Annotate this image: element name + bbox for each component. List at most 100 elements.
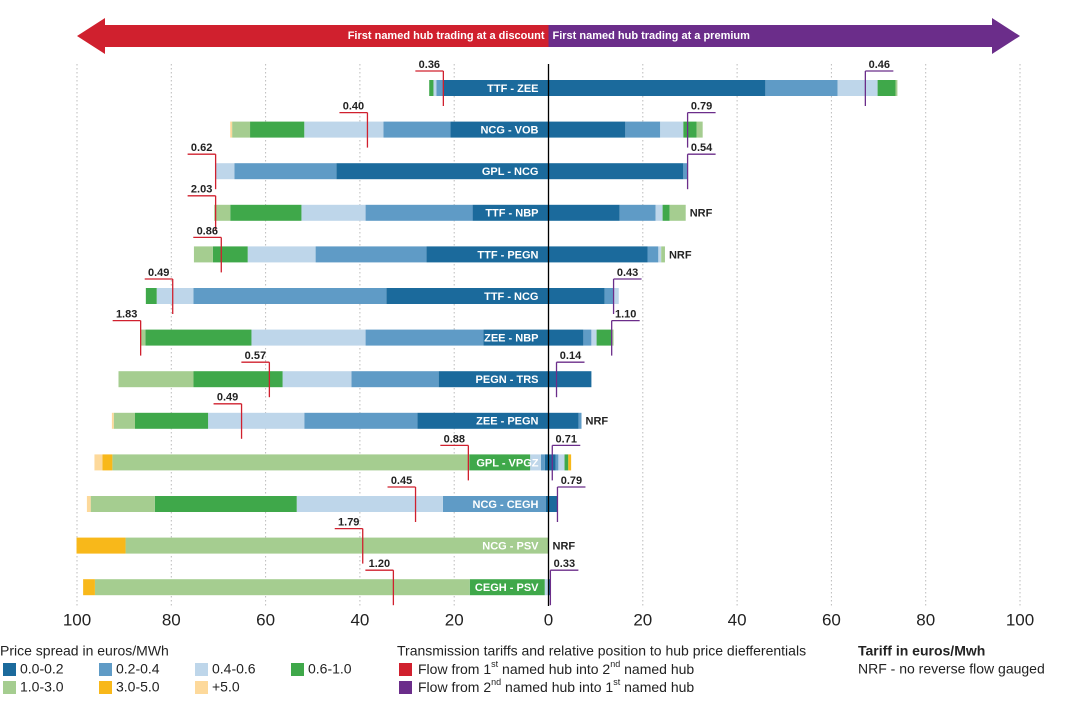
discount-segment bbox=[365, 329, 484, 346]
discount-segment bbox=[251, 329, 366, 346]
premium-segment bbox=[625, 121, 661, 138]
discount-segment bbox=[472, 204, 549, 221]
discount-segment bbox=[544, 454, 549, 471]
discount-segment bbox=[234, 163, 337, 180]
premium-segment bbox=[548, 246, 648, 263]
x-tick-label: 40 bbox=[728, 610, 747, 629]
red-tariff-label: 2.03 bbox=[191, 184, 212, 196]
x-tick-label: 100 bbox=[63, 610, 91, 629]
flows-title: Transmission tariffs and relative positi… bbox=[397, 643, 806, 659]
legend-label: 0.0-0.2 bbox=[20, 661, 64, 677]
premium-segment bbox=[596, 329, 612, 346]
premium-segment bbox=[765, 80, 838, 96]
red-tariff-label: 0.49 bbox=[217, 392, 238, 404]
discount-segment bbox=[208, 412, 305, 429]
discount-segment bbox=[544, 579, 549, 596]
discount-segment bbox=[442, 80, 549, 96]
premium-segment bbox=[548, 288, 605, 304]
discount-label: First named hub trading at a discount bbox=[348, 30, 545, 42]
discount-segment bbox=[134, 412, 209, 429]
legend-label-part: st bbox=[613, 677, 621, 687]
legend-swatch bbox=[3, 663, 16, 676]
legend-label: +5.0 bbox=[212, 679, 240, 695]
legend-label: Flow from 2nd named hub into 1st named h… bbox=[418, 677, 694, 694]
discount-segment bbox=[154, 496, 297, 512]
purple-tariff-label: 0.43 bbox=[617, 267, 638, 279]
bands-title: Price spread in euros/MWh bbox=[0, 643, 169, 659]
discount-segment bbox=[315, 246, 427, 263]
discount-segment bbox=[232, 121, 251, 138]
x-tick-label: 100 bbox=[1006, 610, 1034, 629]
discount-segment bbox=[545, 496, 549, 512]
row-label: GPL - VPGZ bbox=[476, 457, 538, 469]
premium-segment bbox=[555, 454, 559, 471]
discount-segment bbox=[215, 163, 235, 180]
legend-swatch bbox=[99, 663, 112, 676]
legend-label-part: named hub into 2 bbox=[498, 661, 610, 677]
premium-segment bbox=[611, 329, 614, 346]
discount-segment bbox=[426, 246, 549, 263]
legend-label: 3.0-5.0 bbox=[116, 679, 160, 695]
discount-segment bbox=[145, 329, 252, 346]
premium-segment bbox=[683, 163, 688, 180]
discount-segment bbox=[540, 454, 545, 471]
row-label: TTF - PEGN bbox=[477, 249, 538, 261]
red-tariff-label: 0.88 bbox=[444, 433, 465, 445]
premium-arrow bbox=[548, 18, 1020, 54]
discount-segment bbox=[212, 246, 248, 263]
premium-segment bbox=[662, 204, 670, 221]
premium-segment bbox=[558, 454, 565, 471]
premium-segment bbox=[683, 121, 697, 138]
red-tariff-label: 1.20 bbox=[369, 558, 390, 570]
legend-label: 0.2-0.4 bbox=[116, 661, 160, 677]
legend-swatch bbox=[195, 681, 208, 694]
discount-segment bbox=[111, 412, 114, 429]
row-label: TTF - ZEE bbox=[487, 83, 538, 95]
premium-segment bbox=[604, 288, 614, 304]
row-label: ZEE - NBP bbox=[484, 333, 538, 345]
discount-segment bbox=[83, 579, 95, 596]
red-tariff-label: 0.40 bbox=[343, 101, 364, 113]
x-tick-label: 0 bbox=[544, 610, 553, 629]
legend-label: 0.4-0.6 bbox=[212, 661, 256, 677]
premium-segment bbox=[661, 246, 665, 263]
discount-segment bbox=[112, 454, 470, 471]
premium-segment bbox=[655, 204, 663, 221]
legend-label-part: nd bbox=[610, 659, 620, 669]
premium-segment bbox=[619, 204, 656, 221]
discount-segment bbox=[76, 537, 126, 554]
premium-segment bbox=[877, 80, 896, 96]
row-label: GPL - NCG bbox=[482, 166, 539, 178]
premium-segment bbox=[658, 246, 662, 263]
premium-segment bbox=[895, 80, 898, 96]
discount-segment bbox=[483, 329, 549, 346]
premium-label: First named hub trading at a premium bbox=[553, 30, 751, 42]
discount-segment bbox=[193, 246, 213, 263]
discount-segment bbox=[530, 454, 541, 471]
discount-segment bbox=[304, 121, 384, 138]
premium-segment bbox=[548, 371, 592, 388]
discount-segment bbox=[94, 454, 103, 471]
discount-segment bbox=[145, 288, 157, 304]
x-tick-label: 80 bbox=[162, 610, 181, 629]
discount-segment bbox=[140, 329, 146, 346]
purple-tariff-label: 0.33 bbox=[554, 558, 575, 570]
row-label: TTF - NCG bbox=[484, 291, 538, 303]
premium-segment bbox=[613, 288, 619, 304]
premium-segment bbox=[564, 454, 569, 471]
red-tariff-label: 0.36 bbox=[419, 59, 440, 71]
legend-label-part: named hub bbox=[620, 679, 694, 695]
x-tick-label: 60 bbox=[256, 610, 275, 629]
discount-segment bbox=[230, 204, 302, 221]
discount-segment bbox=[94, 579, 470, 596]
premium-segment bbox=[548, 163, 684, 180]
discount-segment bbox=[296, 496, 443, 512]
premium-segment bbox=[548, 496, 558, 512]
discount-segment bbox=[125, 537, 549, 554]
purple-tariff-label: 0.79 bbox=[561, 475, 582, 487]
red-tariff-label: 0.57 bbox=[245, 350, 266, 362]
discount-segment bbox=[247, 246, 316, 263]
premium-segment bbox=[548, 412, 579, 429]
nrf-note: NRF bbox=[586, 416, 609, 428]
